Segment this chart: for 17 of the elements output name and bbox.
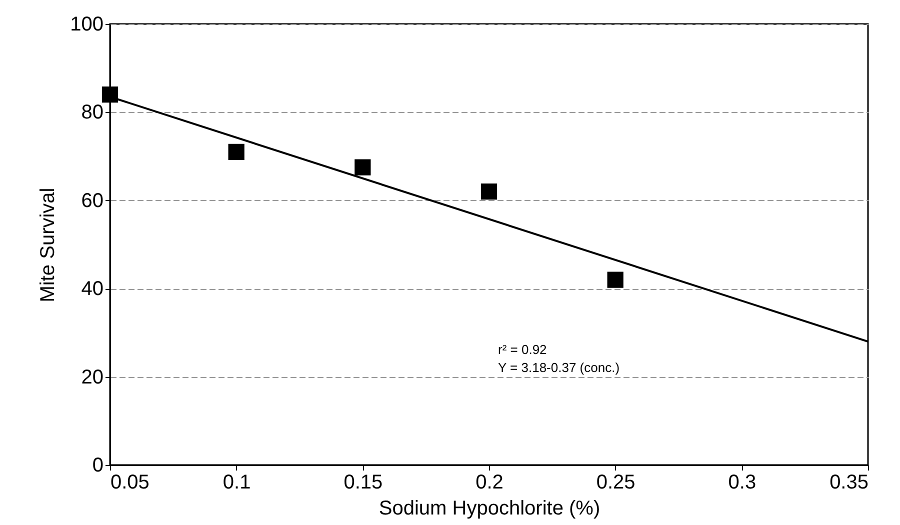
x-tick-label: 0.35 xyxy=(830,472,868,494)
x-tick-label: 0.1 xyxy=(222,472,251,494)
x-tick-label: 0.15 xyxy=(344,472,383,494)
x-tick-label: 0.2 xyxy=(476,472,504,494)
y-axis-title: Mite Survival xyxy=(37,188,60,302)
y-tick-label: 20 xyxy=(81,366,104,388)
y-tick-label: 80 xyxy=(81,102,104,124)
x-axis-title: Sodium Hypochlorite (%) xyxy=(378,498,600,520)
y-tick-label: 60 xyxy=(81,190,104,212)
y-tick-label: 0 xyxy=(92,454,104,476)
x-tick-label: 0.05 xyxy=(110,472,150,494)
y-tick-label: 100 xyxy=(70,14,104,36)
y-tick-label: 40 xyxy=(81,278,104,300)
x-tick-label: 0.3 xyxy=(728,472,756,494)
annotation: r² = 0.92 xyxy=(498,342,547,357)
annotation: Y = 3.18-0.37 (conc.) xyxy=(498,360,620,375)
x-tick-label: 0.25 xyxy=(596,472,636,494)
